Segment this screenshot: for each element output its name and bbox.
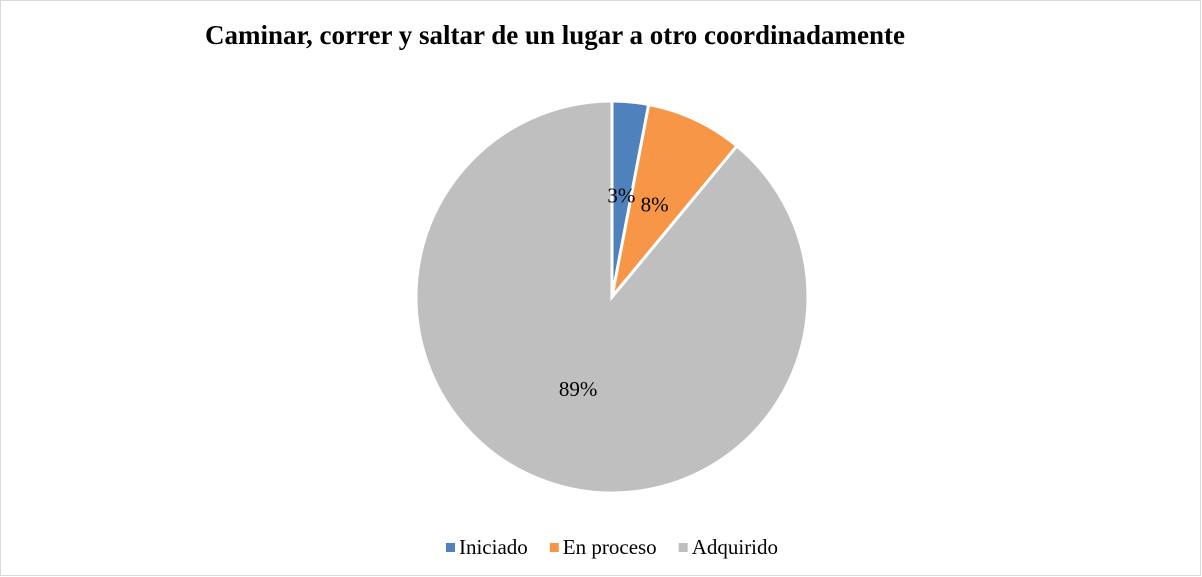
data-label: 89% — [559, 377, 598, 401]
legend-swatch — [445, 543, 455, 552]
legend-swatch — [678, 543, 688, 552]
data-label: 8% — [641, 192, 669, 216]
pie-slice — [414, 99, 810, 495]
pie-slice — [610, 102, 740, 298]
legend-swatch — [549, 543, 559, 552]
legend-label: En proceso — [563, 535, 657, 559]
data-label: 3% — [607, 183, 635, 207]
legend-label: Adquirido — [692, 535, 778, 559]
legend-label: Iniciado — [459, 535, 528, 559]
chart-title: Caminar, correr y saltar de un lugar a o… — [205, 20, 905, 50]
